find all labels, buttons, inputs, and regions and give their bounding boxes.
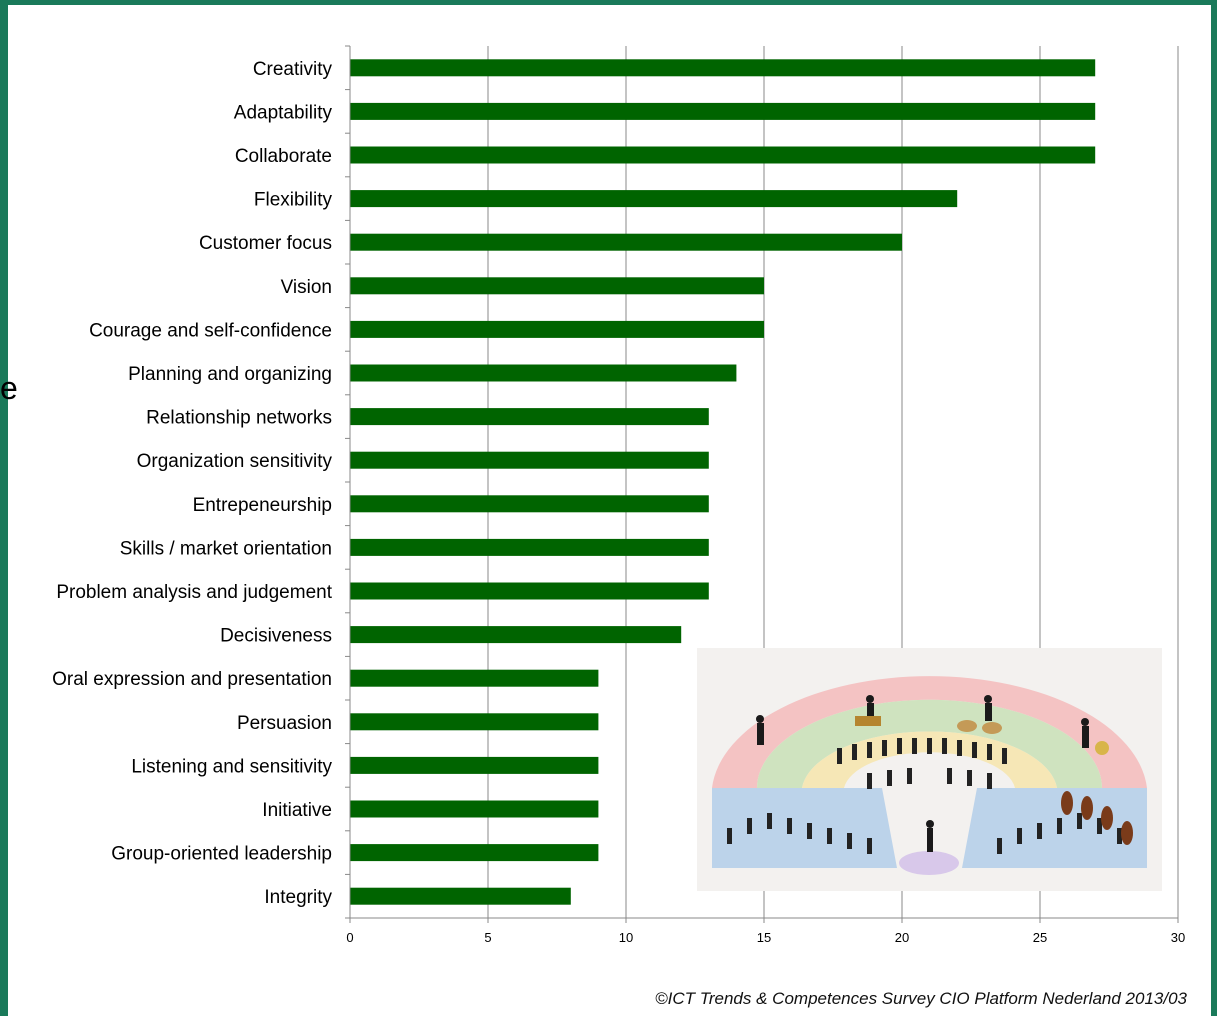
bar-creativity xyxy=(350,59,1096,77)
category-label: Creativity xyxy=(253,59,333,80)
bar-decisiveness xyxy=(350,626,682,644)
bar-integrity xyxy=(350,887,571,905)
tick-labels: 0 5 10 15 20 25 30 xyxy=(346,930,1185,945)
bar-oral-expression-and-presentation xyxy=(350,669,599,687)
category-label: Collaborate xyxy=(235,146,332,167)
x-tick-label: 15 xyxy=(757,930,771,945)
x-tick-label: 20 xyxy=(895,930,909,945)
category-label: Oral expression and presentation xyxy=(52,669,332,690)
category-label: Entrepeneurship xyxy=(193,495,332,516)
bar-group-oriented-leadership xyxy=(350,844,599,862)
category-label: Skills / market orientation xyxy=(120,538,332,559)
category-label: Planning and organizing xyxy=(128,364,332,385)
category-label: Vision xyxy=(281,277,332,298)
category-label: Customer focus xyxy=(199,233,332,254)
category-label: Decisiveness xyxy=(220,626,332,647)
axes xyxy=(345,45,1179,923)
category-labels: Creativity Adaptability Collaborate Flexibi… xyxy=(52,59,333,908)
bar-initiative xyxy=(350,800,599,818)
bar-persuasion xyxy=(350,713,599,731)
category-label: Organization sensitivity xyxy=(137,451,333,472)
category-label: Initiative xyxy=(262,800,332,821)
source-caption: ©ICT Trends & Competences Survey CIO Pla… xyxy=(655,989,1187,1008)
bar-flexibility xyxy=(350,190,958,208)
bar-organization-sensitivity xyxy=(350,451,709,469)
orchestra-image xyxy=(697,648,1162,891)
category-label: Persuasion xyxy=(237,713,332,734)
x-tick-label: 30 xyxy=(1171,930,1185,945)
bar-collaborate xyxy=(350,146,1096,164)
bars xyxy=(350,59,1096,905)
bar-relationship-networks xyxy=(350,408,709,426)
bar-customer-focus xyxy=(350,233,902,251)
category-label: Courage and self-confidence xyxy=(89,320,332,341)
bar-listening-and-sensitivity xyxy=(350,756,599,774)
x-tick-label: 10 xyxy=(619,930,633,945)
category-label: Listening and sensitivity xyxy=(131,756,332,777)
bar-adaptability xyxy=(350,102,1096,120)
category-label: Group-oriented leadership xyxy=(111,844,332,865)
bar-skills-market-orientation xyxy=(350,538,709,556)
bar-problem-analysis-and-judgement xyxy=(350,582,709,600)
bar-courage-and-self-confidence xyxy=(350,320,764,338)
x-tick-label: 25 xyxy=(1033,930,1047,945)
category-label: Integrity xyxy=(264,887,332,908)
category-label: Flexibility xyxy=(254,190,333,211)
cropped-text-fragment: e xyxy=(0,370,18,406)
category-label: Relationship networks xyxy=(146,408,332,429)
bar-planning-and-organizing xyxy=(350,364,737,382)
bar-vision xyxy=(350,277,764,295)
bar-entrepeneurship xyxy=(350,495,709,513)
orchestra-illustration-icon xyxy=(712,676,1147,875)
category-label: Problem analysis and judgement xyxy=(56,582,332,603)
x-tick-label: 5 xyxy=(484,930,491,945)
x-tick-label: 0 xyxy=(346,930,353,945)
category-label: Adaptability xyxy=(234,102,333,123)
